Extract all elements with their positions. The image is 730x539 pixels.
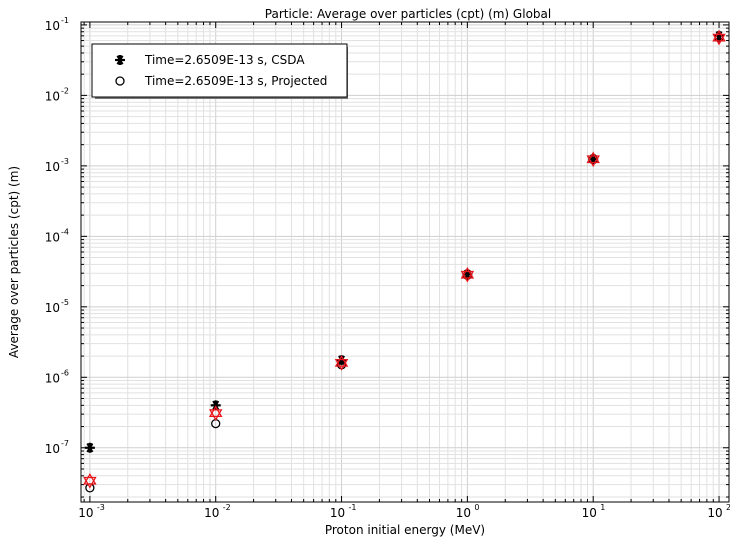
- x-tick-label-exponent: -3: [97, 503, 105, 512]
- axis-ticks: 10 -3 10 -2 10 -1 10 0 10 1 10 210 -710 -610 -510 -410-…: [45, 16, 730, 520]
- y-tick-label: 10: [45, 19, 60, 33]
- y-axis-label: Average over particles (cpt) (m): [7, 166, 21, 358]
- y-tick-label: 10: [45, 230, 60, 244]
- x-tick-label-exponent: -1: [349, 503, 357, 512]
- y-tick-label-exponent: -4: [61, 227, 69, 236]
- x-tick-label-exponent: -2: [223, 503, 231, 512]
- legend-asterisk-marker: [115, 55, 125, 65]
- x-tick-label-exponent: 1: [600, 503, 605, 512]
- y-tick-label-exponent: -7: [61, 439, 69, 448]
- chart-title: Particle: Average over particles (cpt) (…: [265, 7, 551, 21]
- star-point: [334, 355, 349, 371]
- x-axis-label: Proton initial energy (MeV): [325, 523, 485, 537]
- y-tick-label-exponent: -6: [61, 368, 69, 377]
- y-tick-label-exponent: -1: [61, 16, 69, 25]
- legend-box: [91, 43, 348, 98]
- x-tick-label-exponent: 0: [474, 503, 479, 512]
- star-point: [586, 151, 600, 168]
- x-tick-label: 10: [204, 506, 219, 520]
- x-tick-label: 10: [78, 506, 93, 520]
- x-tick-label-exponent: 2: [726, 503, 730, 512]
- csda-point: [84, 442, 95, 453]
- y-tick-label: 10: [45, 371, 60, 385]
- star-point: [712, 29, 726, 46]
- star-point: [208, 405, 223, 421]
- x-tick-label: 10: [582, 506, 597, 520]
- y-tick-label: 10: [45, 301, 60, 315]
- legend-marker-csda: [115, 55, 125, 65]
- legend-marker-projected: [115, 76, 125, 86]
- legend-label-csda: Time=2.6509E-13 s, CSDA: [144, 53, 305, 67]
- legend: Time=2.6509E-13 s, CSDA Time=2.6509E-13 …: [91, 43, 348, 99]
- y-tick-label: 10: [45, 160, 60, 174]
- plot-frame: [80, 21, 730, 503]
- x-tick-label: 10: [330, 506, 345, 520]
- legend-label-projected: Time=2.6509E-13 s, Projected: [144, 74, 327, 88]
- x-tick-label: 10: [456, 506, 471, 520]
- star-point: [83, 472, 97, 489]
- star-point: [460, 266, 475, 283]
- y-tick-label-exponent: -5: [61, 298, 69, 307]
- y-tick-label: 10: [45, 89, 60, 103]
- y-tick-label: 10: [45, 442, 60, 456]
- y-tick-label-exponent: -3: [61, 157, 69, 166]
- x-tick-label: 10: [707, 506, 722, 520]
- y-tick-label-exponent: -2: [61, 86, 69, 95]
- csda-point: [210, 400, 221, 411]
- data-marks: [83, 29, 726, 493]
- legend-circle-marker: [115, 76, 125, 86]
